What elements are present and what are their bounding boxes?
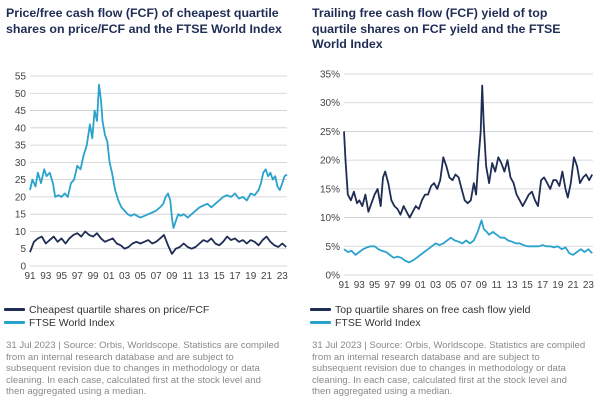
left-chart-legend: Cheapest quartile shares on price/FCF FT… <box>4 303 294 329</box>
x-tick-label: 13 <box>198 271 210 282</box>
legend-item: Cheapest quartile shares on price/FCF <box>4 303 294 316</box>
series-line <box>29 230 287 255</box>
y-tick-label: 30% <box>320 98 340 109</box>
left-chart-panel: Price/free cash flow (FCF) of cheapest q… <box>0 0 295 420</box>
x-tick-label: 93 <box>354 280 366 291</box>
right-source-note: 31 Jul 2023 | Source: Orbis, Worldscope.… <box>312 340 586 398</box>
x-tick-label: 97 <box>72 271 84 282</box>
x-tick-label: 23 <box>583 280 595 291</box>
y-tick-label: 20 <box>15 192 27 203</box>
x-tick-label: 97 <box>384 280 396 291</box>
x-tick-label: 95 <box>369 280 381 291</box>
x-tick-label: 05 <box>445 280 457 291</box>
x-tick-label: 95 <box>56 271 68 282</box>
legend-label: Top quartile shares on free cash flow yi… <box>335 303 531 316</box>
x-tick-label: 99 <box>400 280 412 291</box>
y-tick-label: 55 <box>15 72 27 83</box>
legend-swatch-teal <box>4 321 25 324</box>
legend-label: Cheapest quartile shares on price/FCF <box>29 303 210 316</box>
x-tick-label: 03 <box>119 271 131 282</box>
x-tick-label: 05 <box>135 271 147 282</box>
x-tick-label: 07 <box>461 280 473 291</box>
legend-swatch-teal <box>310 321 331 324</box>
right-chart-legend: Top quartile shares on free cash flow yi… <box>310 303 600 329</box>
x-tick-label: 93 <box>40 271 52 282</box>
y-tick-label: 15% <box>320 184 340 195</box>
y-tick-label: 15 <box>15 210 27 221</box>
x-tick-label: 13 <box>506 280 518 291</box>
y-tick-label: 35 <box>15 141 27 152</box>
x-tick-label: 23 <box>277 271 289 282</box>
y-tick-label: 5% <box>326 242 341 253</box>
x-tick-label: 21 <box>261 271 273 282</box>
legend-item: Top quartile shares on free cash flow yi… <box>310 303 600 316</box>
x-tick-label: 17 <box>537 280 549 291</box>
legend-label: FTSE World Index <box>335 316 421 329</box>
legend-item: FTSE World Index <box>4 316 294 329</box>
y-tick-label: 25% <box>320 127 340 138</box>
x-tick-label: 15 <box>214 271 226 282</box>
y-tick-label: 10 <box>15 227 27 238</box>
left-chart-title: Price/free cash flow (FCF) of cheapest q… <box>6 6 282 36</box>
x-tick-label: 01 <box>415 280 427 291</box>
legend-swatch-navy <box>4 308 25 311</box>
x-tick-label: 07 <box>151 271 163 282</box>
y-tick-label: 40 <box>15 123 27 134</box>
right-chart-title: Trailing free cash flow (FCF) yield of t… <box>312 6 561 51</box>
x-tick-label: 19 <box>552 280 564 291</box>
y-tick-label: 25 <box>15 175 27 186</box>
right-chart-plot: 0% 5% 10% 15% 20% 25% 30% 35% 91 93 95 97 99 01 03 05 07… <box>320 70 595 292</box>
series-line <box>29 83 288 229</box>
y-tick-label: 0 <box>20 262 26 273</box>
x-tick-label: 01 <box>103 271 115 282</box>
y-tick-label: 0% <box>326 271 341 282</box>
legend-label: FTSE World Index <box>29 316 115 329</box>
y-tick-label: 30 <box>15 158 27 169</box>
x-tick-label: 91 <box>24 271 36 282</box>
legend-item: FTSE World Index <box>310 316 600 329</box>
y-tick-label: 20% <box>320 156 340 167</box>
y-tick-label: 35% <box>320 70 340 81</box>
legend-swatch-navy <box>310 308 331 311</box>
right-chart-panel: Trailing free cash flow (FCF) yield of t… <box>306 0 601 420</box>
x-tick-label: 91 <box>338 280 350 291</box>
x-tick-label: 19 <box>245 271 257 282</box>
x-tick-label: 21 <box>568 280 580 291</box>
y-tick-label: 50 <box>15 89 27 100</box>
left-source-note: 31 Jul 2023 | Source: Orbis, Worldscope.… <box>6 340 280 398</box>
x-tick-label: 11 <box>492 280 503 291</box>
y-tick-label: 5 <box>20 244 26 255</box>
y-tick-label: 10% <box>320 213 340 224</box>
series-line <box>343 219 593 264</box>
x-tick-label: 15 <box>522 280 534 291</box>
x-tick-label: 99 <box>88 271 100 282</box>
x-tick-label: 11 <box>182 271 193 282</box>
x-tick-label: 03 <box>430 280 442 291</box>
x-tick-label: 09 <box>476 280 488 291</box>
y-tick-label: 45 <box>15 106 27 117</box>
x-tick-label: 09 <box>166 271 178 282</box>
x-tick-label: 17 <box>229 271 241 282</box>
series-line <box>343 84 593 219</box>
